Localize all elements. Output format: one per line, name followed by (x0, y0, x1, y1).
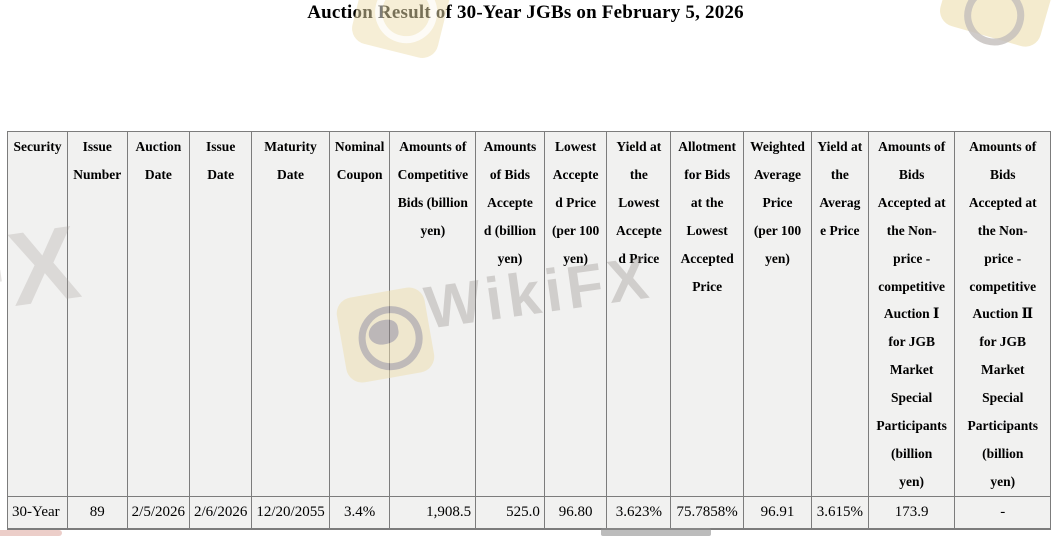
cell-competitive-bids: 1,908.5 (389, 496, 477, 530)
table-header-row: Security Issue Number Auction Date Issue… (7, 131, 1051, 497)
col-header-issue-number: Issue Number (66, 131, 128, 497)
cell-lowest-accepted-price: 96.80 (543, 496, 608, 530)
col-header-nominal-coupon: Nominal Coupon (328, 131, 391, 497)
col-header-noncompetitive-auction-2: Amounts of Bids Accepted at the Non- pri… (954, 131, 1051, 497)
table-data-row: 30-Year 89 2/5/2026 2/6/2026 12/20/2055 … (7, 496, 1051, 530)
watermark-bottom-left-fragment-icon (0, 530, 62, 536)
cell-maturity-date: 12/20/2055 (251, 496, 330, 530)
cell-yield-lowest-price: 3.623% (606, 496, 672, 530)
cell-yield-average-price: 3.615% (810, 496, 869, 530)
col-header-bids-accepted: Amounts of Bids Accepte d (billion yen) (475, 131, 545, 497)
cell-weighted-average-price: 96.91 (743, 496, 812, 530)
cell-noncompetitive-auction-1: 173.9 (867, 496, 956, 530)
col-header-security: Security (7, 131, 68, 497)
auction-result-table: Security Issue Number Auction Date Issue… (7, 131, 1051, 530)
col-header-maturity-date: Maturity Date (251, 131, 330, 497)
col-header-noncompetitive-auction-1: Amounts of Bids Accepted at the Non- pri… (867, 131, 956, 497)
col-header-issue-date: Issue Date (189, 131, 253, 497)
col-header-yield-average-price: Yield at the Averag e Price (810, 131, 869, 497)
col-header-lowest-accepted-price: Lowest Accepte d Price (per 100 yen) (543, 131, 608, 497)
col-header-weighted-average-price: Weighted Average Price (per 100 yen) (743, 131, 812, 497)
cell-bids-accepted: 525.0 (475, 496, 545, 530)
cell-noncompetitive-auction-2: - (954, 496, 1051, 530)
cell-issue-date: 2/6/2026 (189, 496, 253, 530)
cell-auction-date: 2/5/2026 (126, 496, 191, 530)
cell-issue-number: 89 (66, 496, 128, 530)
col-header-allotment-lowest-price: Allotment for Bids at the Lowest Accepte… (670, 131, 745, 497)
cell-security: 30-Year (7, 496, 68, 530)
page-title: Auction Result of 30-Year JGBs on Februa… (307, 2, 744, 23)
cell-allotment-lowest-price: 75.7858% (670, 496, 745, 530)
cell-nominal-coupon: 3.4% (328, 496, 391, 530)
col-header-auction-date: Auction Date (126, 131, 191, 497)
col-header-yield-lowest-price: Yield at the Lowest Accepte d Price (606, 131, 672, 497)
col-header-competitive-bids: Amounts of Competitive Bids (billion yen… (389, 131, 477, 497)
